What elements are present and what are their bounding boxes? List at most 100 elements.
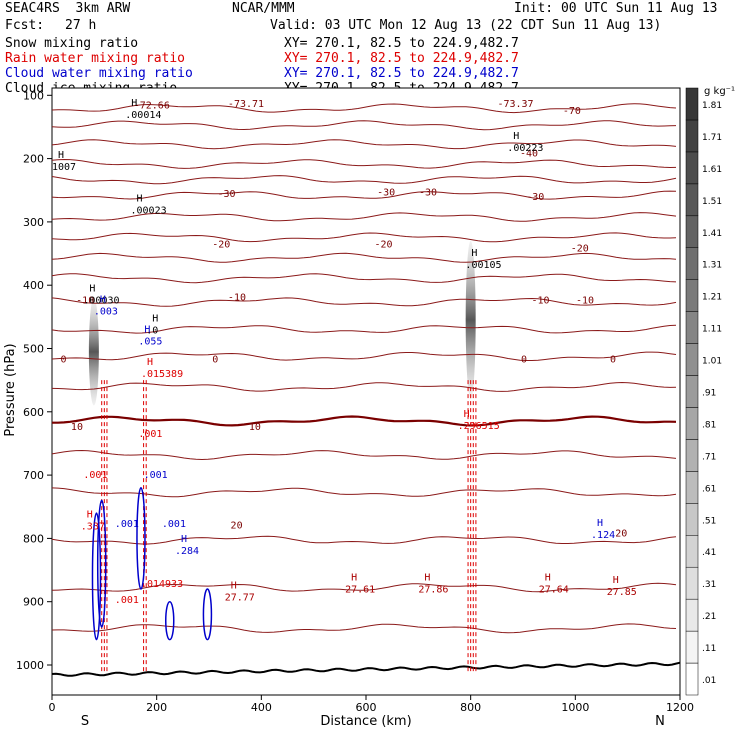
maximum-value-4: .00105 xyxy=(465,260,501,271)
isotherm-label-18: 0 xyxy=(521,354,527,365)
colorbar-cell-5 xyxy=(685,503,699,536)
isotherm-label-21: 10 xyxy=(249,422,261,433)
maximum-value-7: .0 xyxy=(146,325,158,336)
maximum-marker-16: .001 xyxy=(162,519,186,530)
maximum-value-19: .014933 xyxy=(141,579,183,590)
maximum-marker-0: H.00014 xyxy=(125,98,161,121)
maximum-h-18: H xyxy=(597,518,603,529)
maximum-value-0: .00014 xyxy=(125,110,161,121)
field-snow-name: Snow mixing ratio xyxy=(5,36,139,51)
colorbar-cell-9 xyxy=(685,375,699,408)
maximum-value-12: .001 xyxy=(144,470,168,481)
isotherm-line-8 xyxy=(51,252,677,263)
maximum-value-17: .284 xyxy=(175,546,199,557)
isotherm-line-15 xyxy=(51,449,677,461)
maximum-h-7: H xyxy=(152,313,158,324)
colorbar-label-6: .61 xyxy=(702,484,716,494)
snow-column-0 xyxy=(88,297,99,406)
isotherm-label-23: 20 xyxy=(615,529,627,540)
maximum-marker-9: H.015389 xyxy=(141,357,183,380)
colorbar-label-4: .41 xyxy=(702,548,716,558)
isotherm-label-4: -40 xyxy=(520,148,538,159)
maximum-value-20: .001 xyxy=(115,595,139,606)
x-tick-label-4: 800 xyxy=(460,701,481,714)
colorbar-label-2: .21 xyxy=(702,612,716,622)
maximum-h-3: H xyxy=(137,194,143,205)
isotherm-label-6: -30 xyxy=(377,188,395,199)
isotherm-label-8: -30 xyxy=(526,192,544,203)
maximum-marker-19: .014933 xyxy=(141,579,183,590)
colorbar-cell-4 xyxy=(685,535,699,568)
y-axis-title: Pressure (hPa) xyxy=(3,343,18,436)
colorbar-cell-6 xyxy=(685,471,699,504)
isotherm-line-3 xyxy=(51,158,677,169)
maximum-value-25: 27.85 xyxy=(607,587,637,598)
maximum-value-8: .055 xyxy=(138,336,162,347)
isotherm-line-12 xyxy=(51,351,677,361)
colorbar-cell-10 xyxy=(685,343,699,376)
isotherm-label-17: 0 xyxy=(212,354,218,365)
maximum-value-22: 27.61 xyxy=(345,584,375,595)
contour-labels: -72.66 -73.71 -73.37 -70 -40 -30 -30 -30 -30 -20 -… xyxy=(60,99,627,539)
maximum-h-23: H xyxy=(424,572,430,583)
isotherm-label-12: -10 xyxy=(76,295,94,306)
maximum-h-6: H xyxy=(100,294,106,305)
x-tick-label-5: 1000 xyxy=(561,701,589,714)
isotherm-line-11 xyxy=(51,324,677,334)
colorbar-cell-12 xyxy=(685,279,699,312)
maxima-labels: H.00014H.00223H1007H.00023H.00105H.00030… xyxy=(52,98,637,606)
field-rain-xy: XY= 270.1, 82.5 to 224.9,482.7 xyxy=(284,51,519,66)
colorbar-cell-11 xyxy=(685,311,699,344)
isotherm-label-15: -10 xyxy=(576,295,594,306)
isotherm-label-11: -20 xyxy=(571,244,589,255)
isotherm-line-16 xyxy=(51,487,677,498)
forecast-hour: 27 h xyxy=(65,18,97,33)
colorbar-label-11: 1.11 xyxy=(702,325,722,335)
colorbar-label-18: 1.81 xyxy=(702,101,722,111)
isotherm-label-19: 0 xyxy=(610,354,616,365)
maximum-marker-1: H.00223 xyxy=(507,131,543,154)
colorbar-label-14: 1.41 xyxy=(702,229,722,239)
colorbar-cell-2 xyxy=(685,598,699,632)
isotherm-label-10: -20 xyxy=(374,239,392,250)
isotherm-line-13 xyxy=(51,381,677,392)
colorbar: .01 .11 .21 .31 .41 .51 .61 .71 .81 .91 1.01 1.11 1.… xyxy=(685,87,722,696)
maximum-h-5: H xyxy=(89,283,95,294)
maximum-value-10: .296515 xyxy=(458,421,500,432)
maximum-marker-24: H27.64 xyxy=(539,572,569,595)
colorbar-cell-13 xyxy=(685,247,699,280)
model-title: SEAC4RS 3km ARW xyxy=(5,1,131,16)
cloudwater-contour-0 xyxy=(91,512,102,641)
isotherm-line-5 xyxy=(51,190,677,200)
maximum-marker-14: H.337 xyxy=(81,510,105,533)
x-tick-label-1: 200 xyxy=(146,701,167,714)
plot-frame xyxy=(51,87,681,696)
init-time: Init: 00 UTC Sun 11 Aug 13 xyxy=(514,1,718,16)
y-tick-label-4: 500 xyxy=(23,343,44,356)
cloudwater-contour-2 xyxy=(136,487,146,590)
colorbar-label-1: .11 xyxy=(702,644,716,654)
forecast-label: Fcst: xyxy=(5,18,45,33)
isotherm-label-9: -20 xyxy=(212,239,230,250)
isotherm-label-3: -70 xyxy=(563,106,581,117)
maximum-marker-3: H.00023 xyxy=(131,194,167,217)
isotherm-label-16: 0 xyxy=(60,354,66,365)
colorbar-cell-17 xyxy=(685,119,699,153)
isotherm-line-4 xyxy=(51,175,677,185)
isotherm-label-7: -30 xyxy=(419,188,437,199)
maximum-h-24: H xyxy=(545,572,551,583)
colorbar-label-9: .91 xyxy=(702,389,716,399)
maximum-h-17: H xyxy=(181,534,187,545)
maximum-h-21: H xyxy=(231,580,237,591)
colorbar-label-7: .71 xyxy=(702,452,716,462)
field-rain-name: Rain water mixing ratio xyxy=(5,51,186,66)
maximum-h-2: H xyxy=(58,150,64,161)
isotherm-label-2: -73.37 xyxy=(497,99,533,110)
y-tick-label-3: 400 xyxy=(23,279,44,292)
maximum-value-21: 27.77 xyxy=(225,592,255,603)
isotherm-line-19 xyxy=(51,623,677,634)
snow-column-1 xyxy=(465,240,476,400)
maximum-marker-22: H27.61 xyxy=(345,572,375,595)
maximum-value-18: .124 xyxy=(591,530,615,541)
